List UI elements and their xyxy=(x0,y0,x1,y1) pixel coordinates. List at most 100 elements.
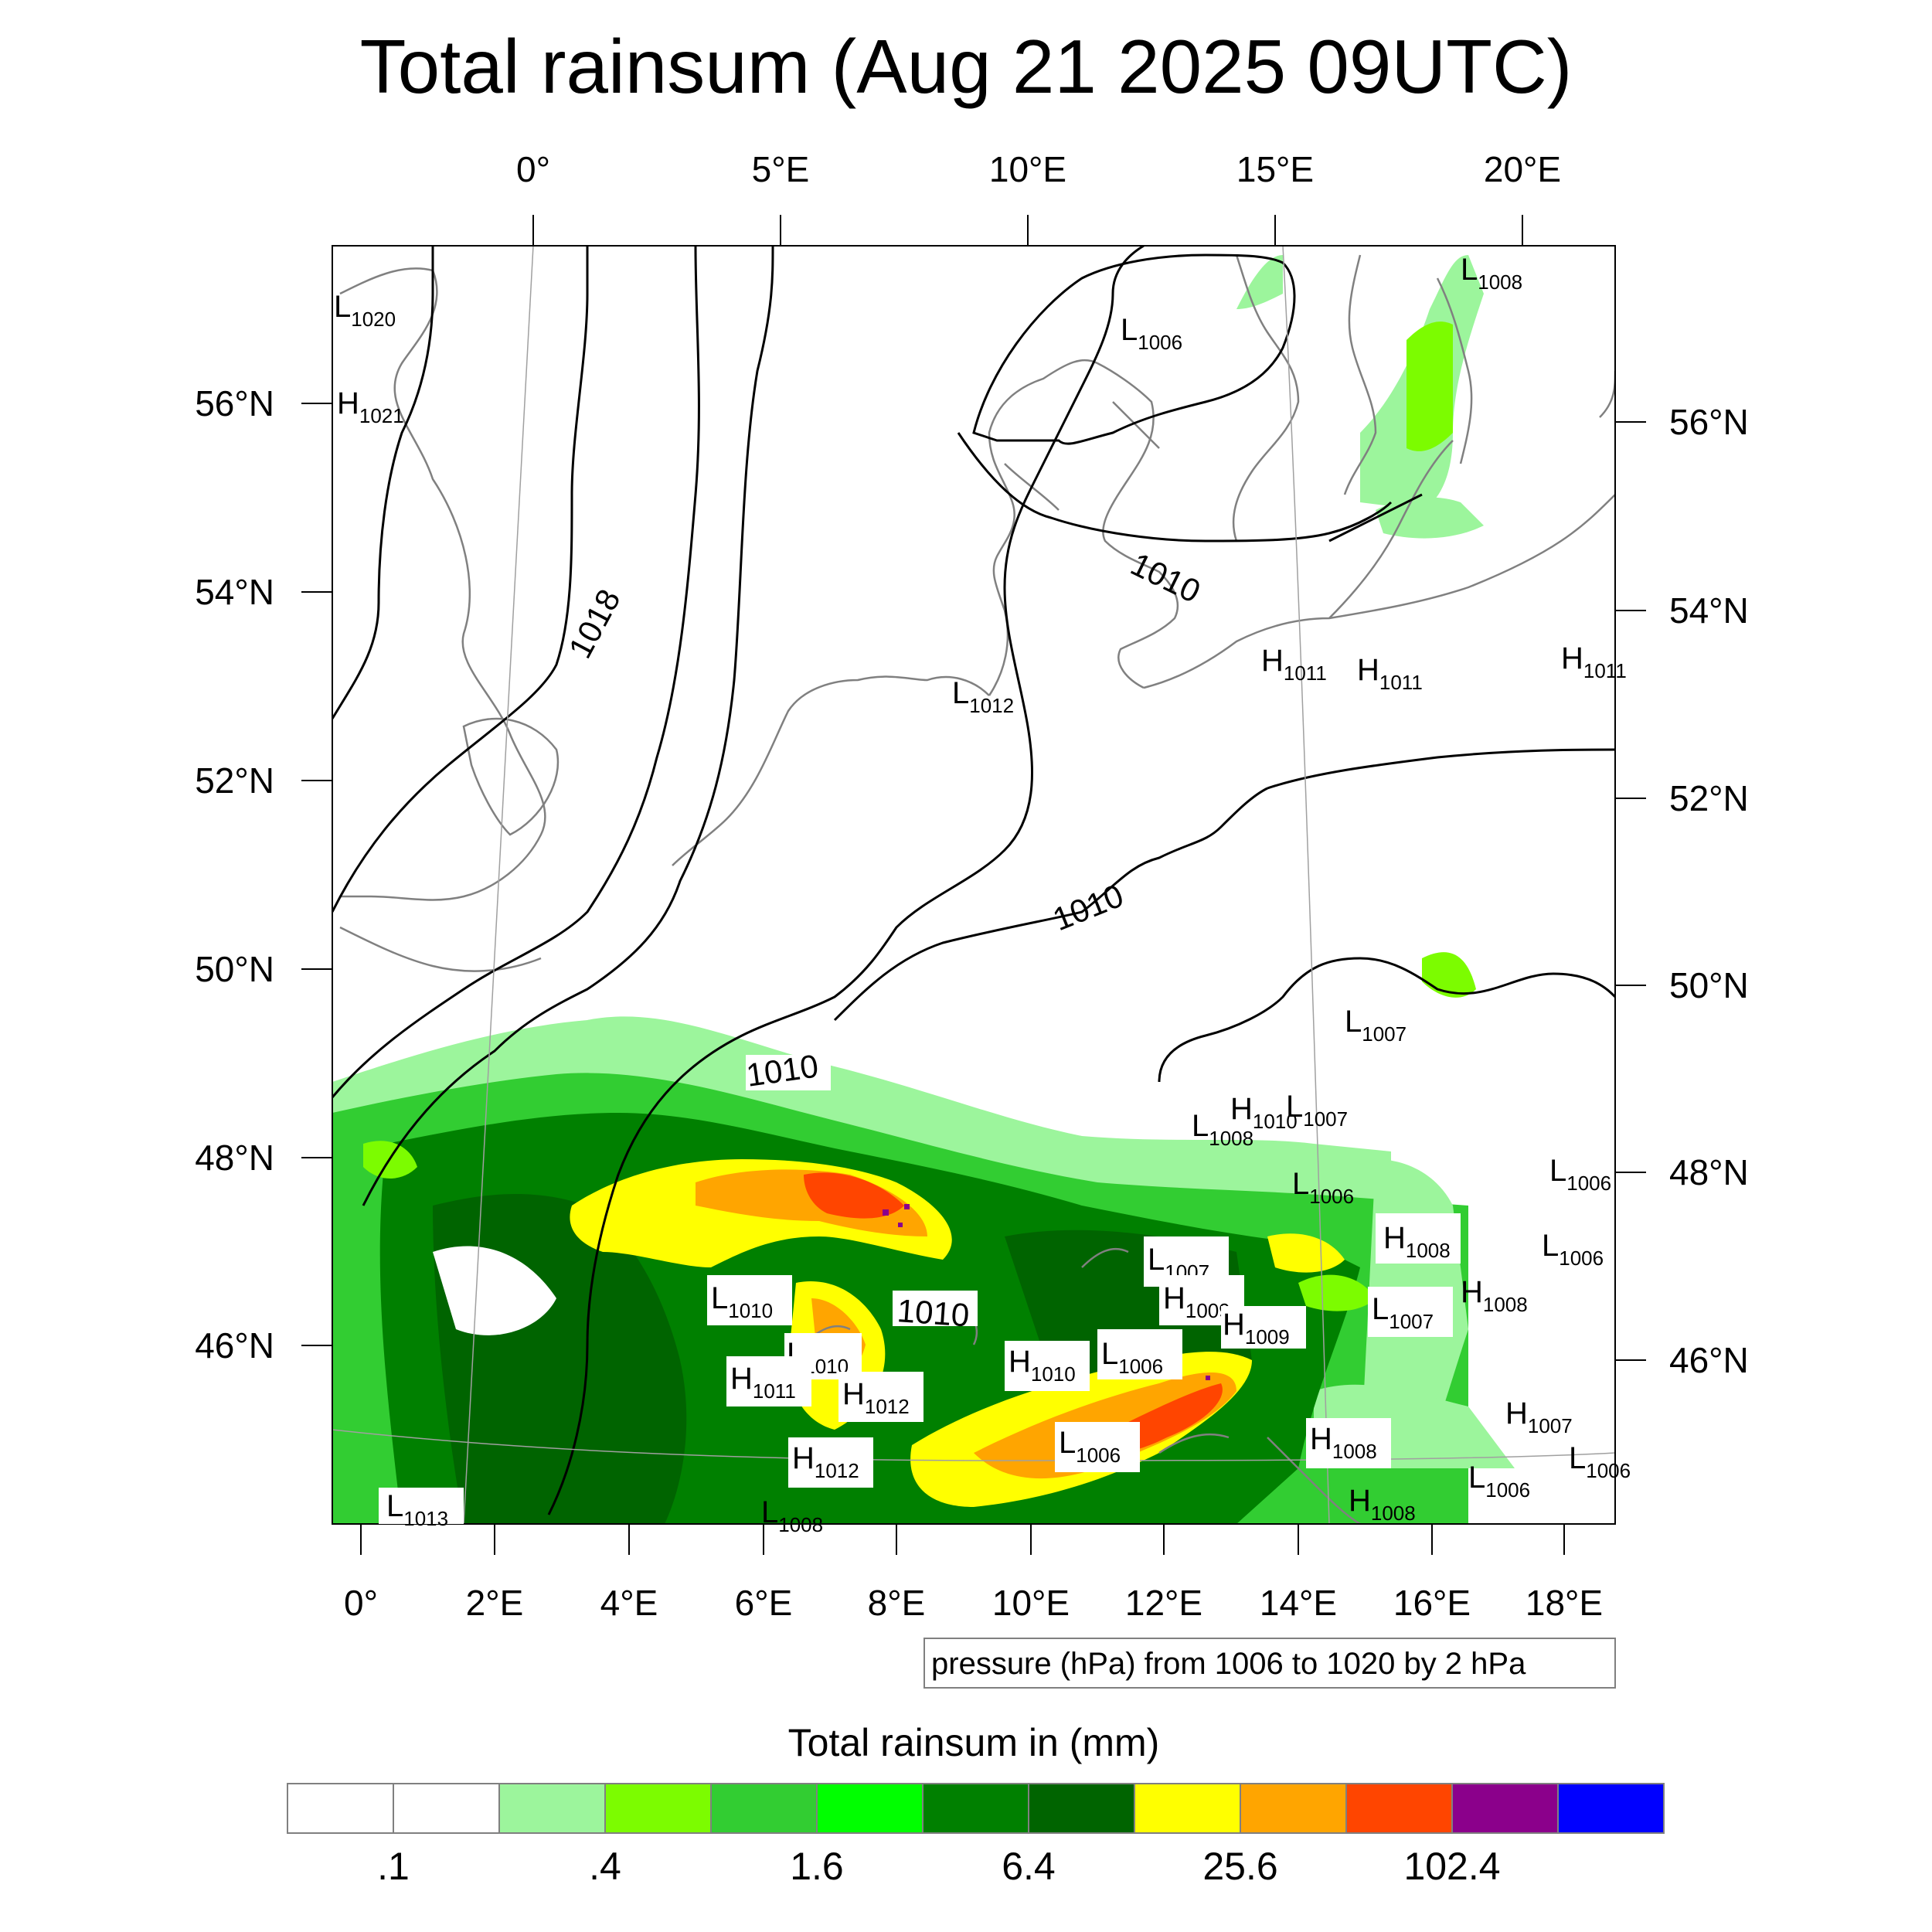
left-lat-label: 56°N xyxy=(195,383,274,423)
bottom-lon-label: 14°E xyxy=(1260,1583,1337,1623)
colorbar-tick-label: 25.6 xyxy=(1202,1845,1277,1888)
contour-label: 1010 xyxy=(1125,546,1206,610)
pressure-center: H1010 xyxy=(1009,1345,1076,1386)
pressure-center: H1012 xyxy=(842,1377,910,1418)
colorbar-tick-label: 102.4 xyxy=(1403,1845,1500,1888)
colorbar-swatch xyxy=(710,1783,818,1834)
isobars xyxy=(332,246,1615,1515)
colorbar-swatch xyxy=(393,1783,500,1834)
bottom-lon-label: 6°E xyxy=(735,1583,793,1623)
pressure-center: L1006 xyxy=(1059,1426,1121,1467)
top-lon-label: 20°E xyxy=(1484,149,1561,189)
colorbar-swatch xyxy=(816,1783,923,1834)
right-lat-label: 56°N xyxy=(1669,402,1749,442)
bottom-lon-axis: 0° 2°E 4°E 6°E 8°E 10°E 12°E 14°E 16°E 1… xyxy=(344,1524,1603,1623)
left-lat-label: 52°N xyxy=(195,760,274,801)
colorbar: Total rainsum in (mm) .1 .4 1.6 6.4 25.6 102.… xyxy=(287,1721,1665,1888)
colorbar-boxes xyxy=(287,1783,1665,1834)
contour-info-box: pressure (hPa) from 1006 to 1020 by 2 hP… xyxy=(923,1638,1616,1689)
pressure-center: H1011 xyxy=(1561,641,1627,682)
top-lon-axis: 0° 5°E 10°E 15°E 20°E xyxy=(516,149,1561,246)
colorbar-ticks: .1 .4 1.6 6.4 25.6 102.4 xyxy=(377,1845,1500,1888)
pressure-center: H1007 xyxy=(1505,1396,1573,1437)
pressure-center: H1010 xyxy=(1230,1092,1298,1133)
contour-label: 1010 xyxy=(896,1292,970,1333)
colorbar-swatch xyxy=(1451,1783,1559,1834)
left-lat-label: 54°N xyxy=(195,572,274,612)
top-lon-label: 10°E xyxy=(989,149,1066,189)
pressure-center: L1006 xyxy=(1569,1441,1631,1482)
colorbar-tick-label: 1.6 xyxy=(790,1845,844,1888)
pressure-center: L1008 xyxy=(1192,1109,1253,1150)
pressure-center: H1012 xyxy=(792,1441,859,1482)
map-title: Total rainsum (Aug 21 2025 09UTC) xyxy=(359,24,1573,109)
pressure-center: H1008 xyxy=(1310,1422,1377,1463)
colorbar-swatch xyxy=(604,1783,712,1834)
left-lat-axis: 56°N 54°N 52°N 50°N 48°N 46°N xyxy=(195,383,332,1366)
pressure-center: L1006 xyxy=(1292,1167,1354,1208)
pressure-center: L1013 xyxy=(386,1489,448,1530)
bottom-lon-label: 10°E xyxy=(992,1583,1070,1623)
bottom-lon-label: 16°E xyxy=(1393,1583,1471,1623)
pressure-centers: L1020 H1021 L1006 L1008 L1012 H1011 H101… xyxy=(334,253,1631,1536)
pressure-center: L1006 xyxy=(1121,313,1182,354)
contour-label: 1010 xyxy=(1048,877,1128,938)
bottom-lon-label: 8°E xyxy=(868,1583,926,1623)
top-lon-label: 15°E xyxy=(1236,149,1314,189)
left-lat-label: 46°N xyxy=(195,1325,274,1366)
colorbar-swatch xyxy=(498,1783,606,1834)
colorbar-swatch xyxy=(922,1783,1029,1834)
colorbar-swatch xyxy=(1028,1783,1135,1834)
colorbar-swatch xyxy=(1557,1783,1665,1834)
colorbar-swatch xyxy=(1345,1783,1453,1834)
pressure-center: L1006 xyxy=(1468,1461,1530,1502)
right-lat-axis: 56°N 54°N 52°N 50°N 48°N 46°N xyxy=(1615,402,1749,1380)
pressure-center: L1006 xyxy=(1542,1229,1604,1270)
bottom-lon-label: 12°E xyxy=(1125,1583,1202,1623)
pressure-center: H1008 xyxy=(1349,1484,1416,1525)
pressure-center: H1011 xyxy=(1357,653,1423,694)
pressure-center: L1010 xyxy=(711,1281,773,1322)
pressure-center: L1007 xyxy=(1345,1005,1406,1046)
colorbar-swatch xyxy=(1240,1783,1347,1834)
colorbar-title: Total rainsum in (mm) xyxy=(788,1721,1160,1764)
colorbar-tick-label: .4 xyxy=(589,1845,621,1888)
top-lon-label: 0° xyxy=(516,149,550,189)
colorbar-tick-label: 6.4 xyxy=(1002,1845,1056,1888)
pressure-center: H1011 xyxy=(1261,644,1327,685)
pressure-center: L1008 xyxy=(761,1495,823,1536)
left-lat-label: 50°N xyxy=(195,949,274,989)
colorbar-tick-label: .1 xyxy=(377,1845,410,1888)
pressure-center: L1006 xyxy=(1549,1154,1611,1195)
pressure-center: L1020 xyxy=(334,290,396,331)
bottom-lon-label: 2°E xyxy=(466,1583,524,1623)
top-lon-label: 5°E xyxy=(752,149,810,189)
colorbar-swatch xyxy=(287,1783,394,1834)
pressure-center: L1007 xyxy=(1286,1090,1348,1131)
pressure-center: H1008 xyxy=(1461,1275,1528,1316)
pressure-center: L1006 xyxy=(1101,1337,1163,1378)
pressure-center: H1009 xyxy=(1223,1308,1290,1349)
bottom-lon-label: 4°E xyxy=(600,1583,658,1623)
map-frame xyxy=(332,245,1616,1525)
rainfall-field xyxy=(332,255,1515,1524)
pressure-center: H1008 xyxy=(1383,1221,1451,1262)
right-lat-label: 48°N xyxy=(1669,1152,1749,1192)
left-lat-label: 48°N xyxy=(195,1138,274,1178)
right-lat-label: 52°N xyxy=(1669,778,1749,818)
contour-label: 1018 xyxy=(561,583,627,665)
pressure-center: L1007 xyxy=(1372,1292,1434,1333)
graticule xyxy=(332,246,1615,1524)
right-lat-label: 50°N xyxy=(1669,965,1749,1005)
right-lat-label: 46°N xyxy=(1669,1340,1749,1380)
colorbar-swatch xyxy=(1134,1783,1241,1834)
pressure-center: L1008 xyxy=(1461,253,1522,294)
pressure-center: H1021 xyxy=(337,386,404,427)
bottom-lon-label: 18°E xyxy=(1526,1583,1603,1623)
pressure-center: L1012 xyxy=(952,676,1014,717)
map-panel: 1018 1010 1010 1010 1010 L1020 H1021 L10… xyxy=(332,245,1631,1536)
pressure-center: H1011 xyxy=(730,1362,796,1403)
right-lat-label: 54°N xyxy=(1669,590,1749,631)
bottom-lon-label: 0° xyxy=(344,1583,378,1623)
